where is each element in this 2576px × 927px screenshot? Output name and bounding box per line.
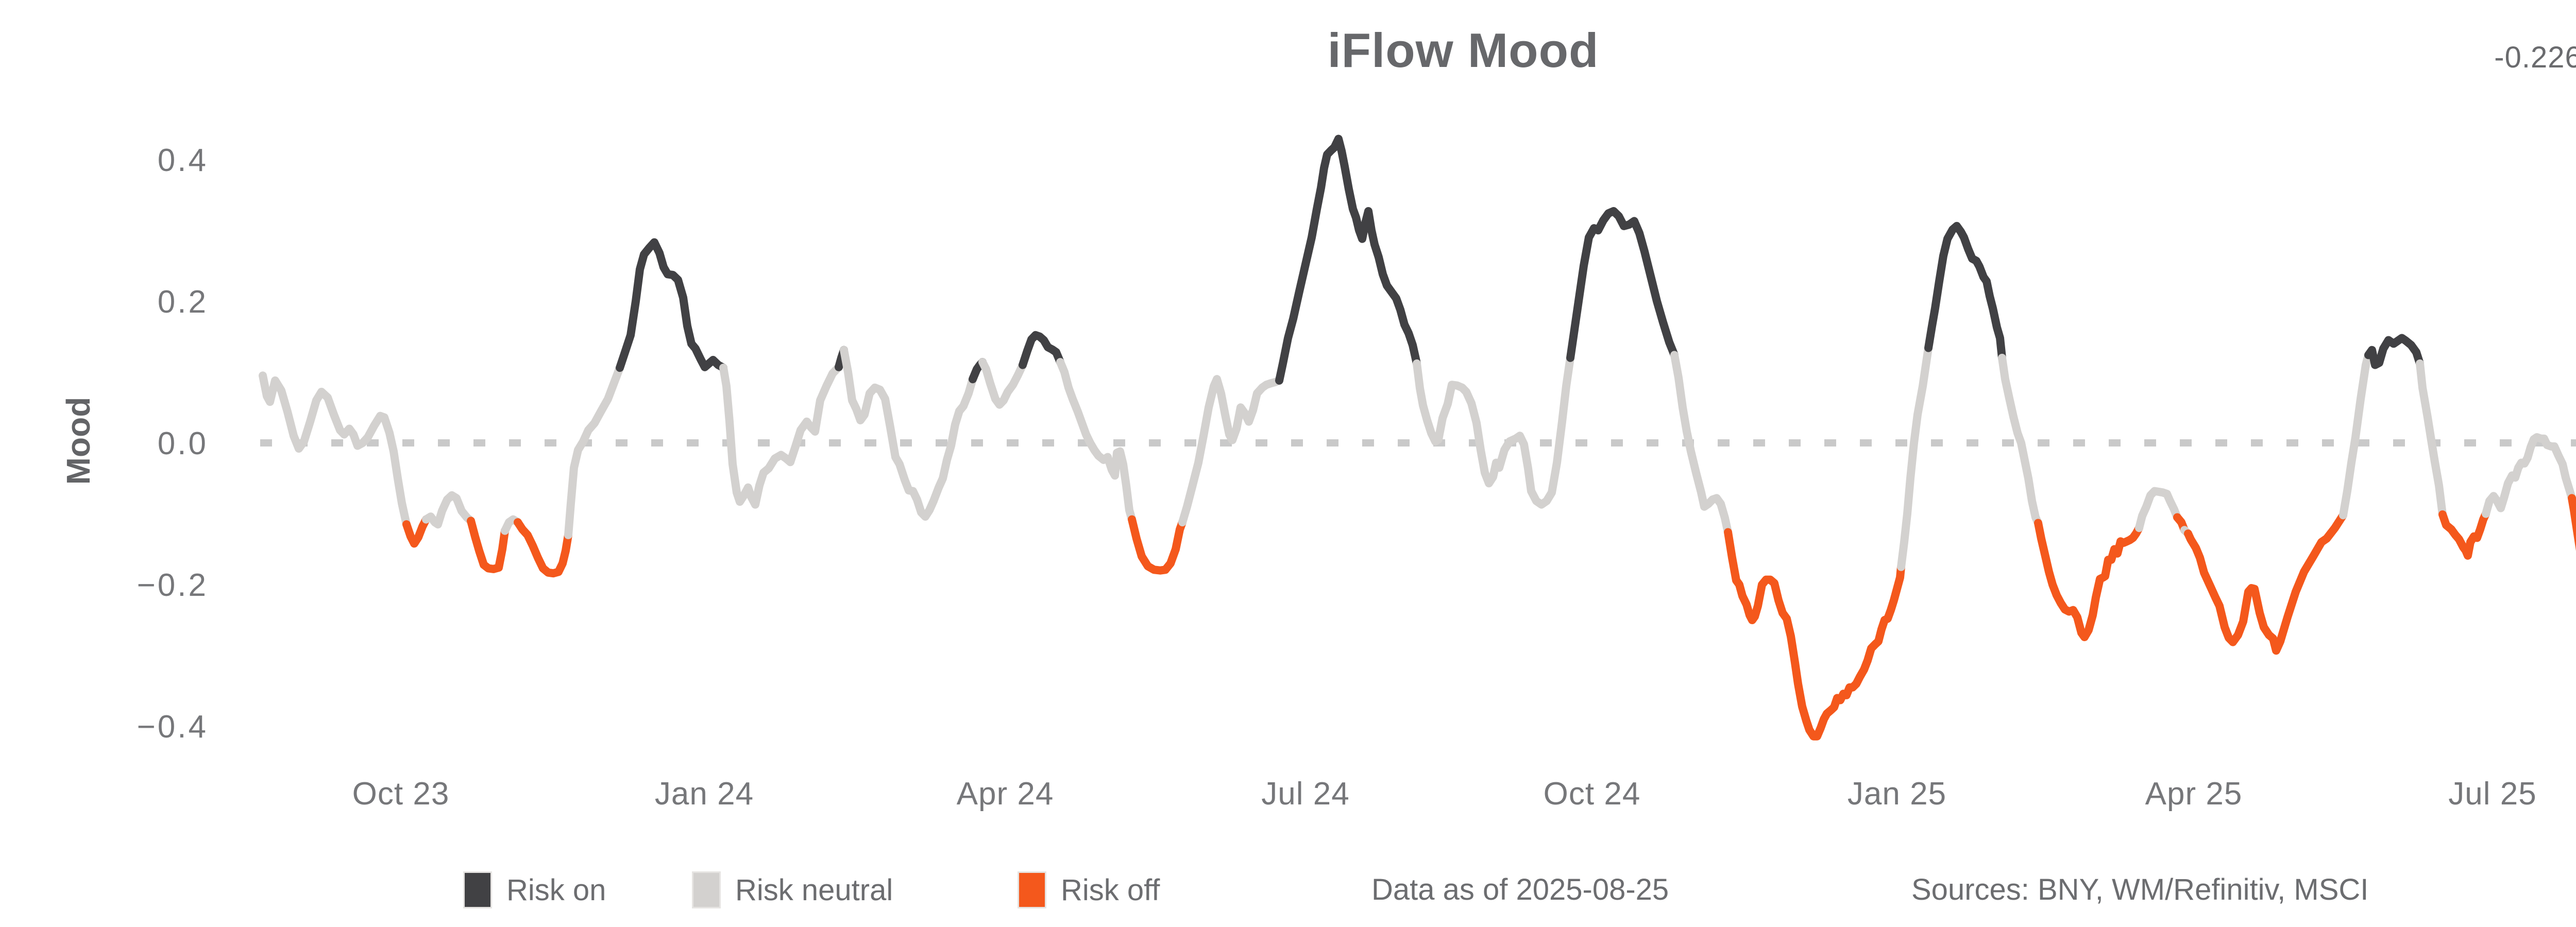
series-segment-risk_on <box>1019 331 1064 369</box>
x-tick-label: Jul 24 <box>1261 776 1349 812</box>
y-tick-label: 0.0 <box>158 426 208 461</box>
series-segment-risk_off <box>402 515 430 548</box>
series-segment-risk_neutral <box>1178 375 1283 527</box>
data-as-of-note: Data as of 2025-08-25 <box>1371 873 1669 906</box>
series-segment-risk_neutral <box>978 358 1027 409</box>
y-tick-label: −0.2 <box>137 568 208 603</box>
x-tick-label: Oct 24 <box>1544 776 1641 812</box>
x-tick-label: Jan 24 <box>655 776 754 812</box>
x-tick-label: Apr 25 <box>2145 776 2243 812</box>
legend-label: Risk neutral <box>735 873 893 907</box>
series-segment-risk_neutral <box>1998 353 2042 527</box>
legend-label: Risk off <box>1061 873 1160 907</box>
series-segment-risk_neutral <box>259 371 411 529</box>
series-segment-risk_off <box>2184 511 2347 655</box>
series-segment-risk_off <box>2034 519 2143 641</box>
series-segment-risk_off <box>2568 494 2576 551</box>
series-segment-risk_on <box>1924 221 2006 362</box>
chart-title: iFlow Mood <box>1327 23 1599 77</box>
y-tick-label: −0.4 <box>137 709 208 745</box>
risk_neutral-swatch <box>692 871 721 908</box>
series-segment-risk_neutral <box>564 364 624 539</box>
series-segment-risk_neutral <box>1413 353 1574 509</box>
series-segment-risk_neutral <box>1897 344 1933 571</box>
legend-item-risk_on: Risk on <box>463 869 606 911</box>
y-tick-label: 0.2 <box>158 284 208 320</box>
x-tick-label: Jul 25 <box>2448 776 2536 812</box>
series-segment-risk_neutral <box>2339 351 2372 520</box>
series-segment-risk_off <box>1128 515 1187 575</box>
series-segment-risk_on <box>1275 134 1421 385</box>
series-segment-risk_neutral <box>1056 358 1136 524</box>
series-segment-risk_on <box>1566 207 1679 362</box>
series-segment-risk_on <box>2364 334 2424 369</box>
x-tick-label: Apr 24 <box>957 776 1054 812</box>
y-tick-label: 0.4 <box>158 143 208 178</box>
legend-item-risk_neutral: Risk neutral <box>692 869 893 911</box>
x-tick-label: Jan 25 <box>1848 776 1946 812</box>
series-segment-risk_neutral <box>719 363 843 509</box>
series-segment-risk_off <box>514 518 572 578</box>
series-segment-risk_neutral <box>2416 359 2447 519</box>
sources-note: Sources: BNY, WM/Refinitiv, MSCI <box>1911 873 2369 906</box>
legend-label: Risk on <box>506 873 606 907</box>
series-segment-risk_off <box>1724 528 1905 741</box>
legend-item-risk_off: Risk off <box>1018 869 1160 911</box>
latest-value-annotation: -0.2263 → risk off <box>2494 41 2576 74</box>
series-segment-risk_neutral <box>2482 433 2576 518</box>
series-segment-risk_neutral <box>840 346 977 521</box>
risk_off-swatch <box>1018 871 1046 908</box>
series-segment-risk_neutral <box>1670 351 1732 537</box>
series-segment-risk_off <box>467 517 509 573</box>
risk_on-swatch <box>463 871 492 908</box>
x-tick-label: Oct 23 <box>352 776 450 812</box>
series-segment-risk_neutral <box>2135 487 2181 533</box>
series-segment-risk_neutral <box>422 491 475 529</box>
series-segment-risk_off <box>2438 509 2490 560</box>
series-segment-risk_on <box>616 238 727 372</box>
